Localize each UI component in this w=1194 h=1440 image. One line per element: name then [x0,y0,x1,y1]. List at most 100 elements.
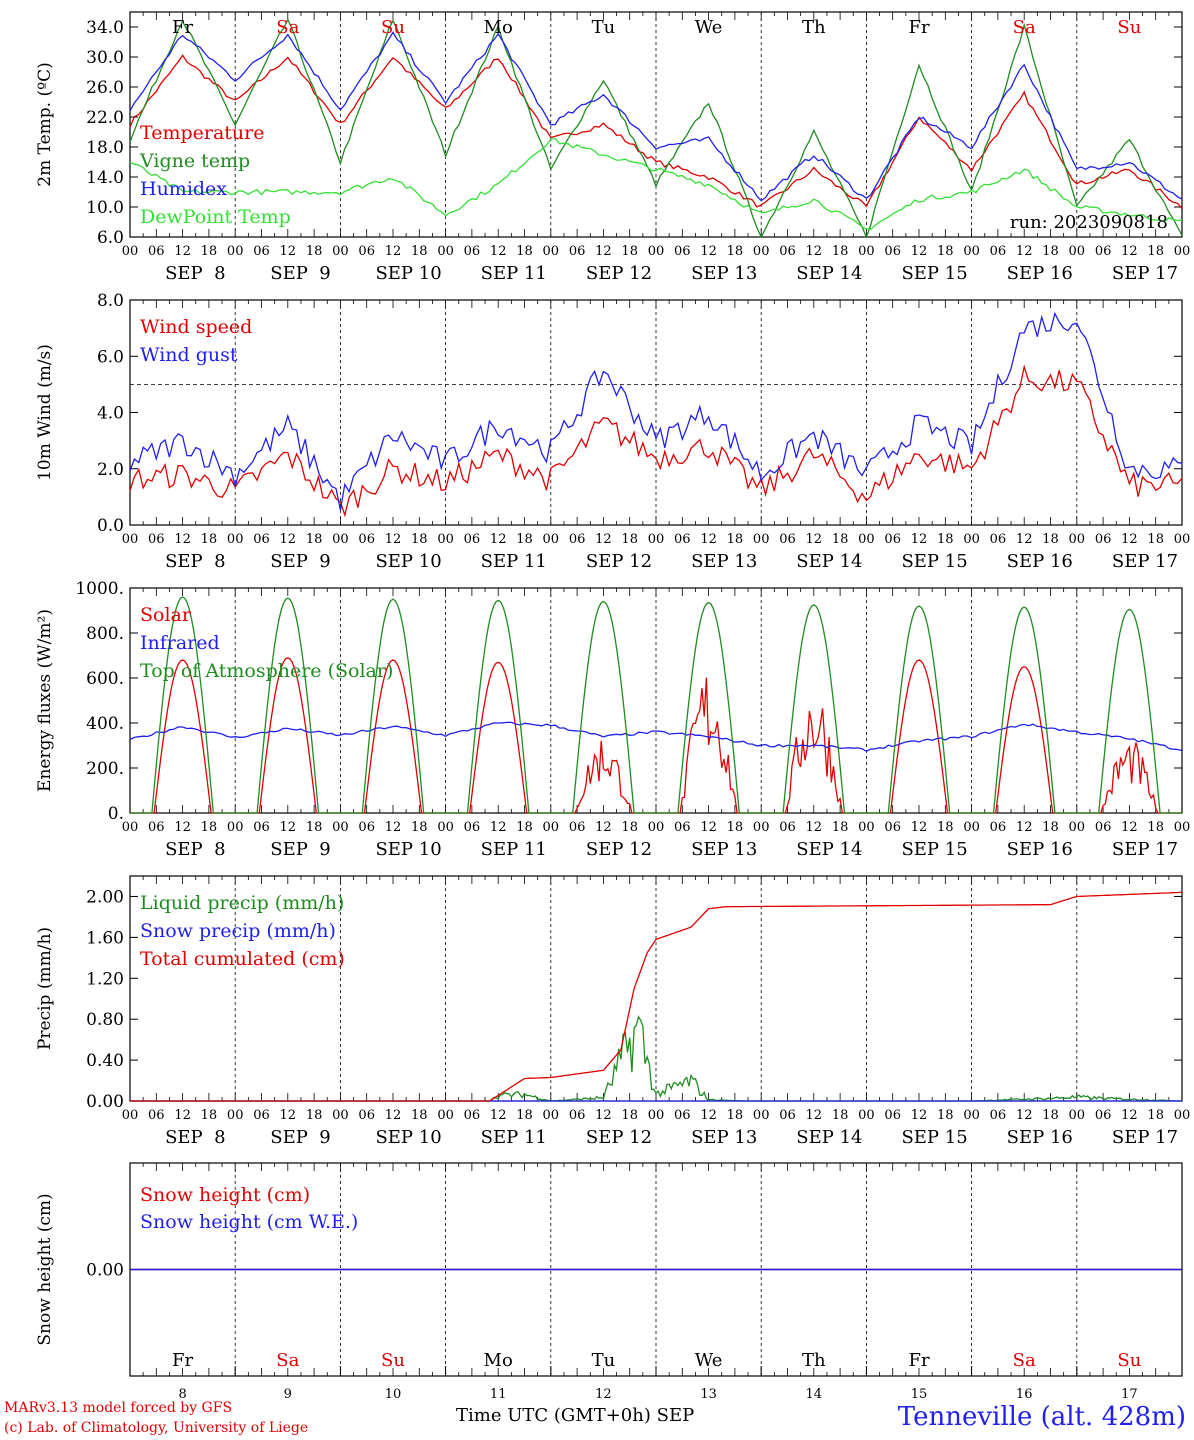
panel-frame [129,11,1183,238]
y-tick-label: 1.20 [86,969,124,989]
legend-entry: Snow height (cm) [140,1184,310,1206]
hour-tick-label: 12 [911,1108,928,1123]
legend-entry: Wind speed [140,316,252,338]
hour-tick-label: 00 [227,820,244,835]
hour-tick-label: 18 [516,532,533,547]
hour-tick-label: 06 [358,532,375,547]
hour-tick-label: 12 [1121,1108,1138,1123]
hour-tick-label: 18 [1042,1108,1059,1123]
date-label: SEP 9 [270,263,330,284]
hour-tick-label: 12 [911,532,928,547]
hour-tick-label: 18 [937,244,954,259]
weekday-bottom-label: Tu [592,1350,616,1371]
weekday-top-label: Sa [276,17,299,38]
hour-tick-label: 12 [595,532,612,547]
hour-tick-label: 18 [411,820,428,835]
hour-tick-label: 00 [858,532,875,547]
y-tick-label: 1000. [75,579,124,599]
date-label: SEP 16 [1007,839,1073,860]
hour-tick-label: 00 [332,244,349,259]
weekday-bottom-label: Sa [1013,1350,1036,1371]
legend-entry: Solar [140,604,192,626]
hour-tick-label: 00 [122,532,139,547]
series-line [129,54,1183,210]
y-tick-label: 22.0 [86,108,124,128]
station-name: Tenneville (alt. 428m) [897,1402,1186,1432]
y-tick-label: 0.00 [86,1092,124,1112]
hour-tick-label: 12 [700,532,717,547]
hour-tick-label: 00 [543,532,560,547]
y-axis-label: 2m Temp. (ºC) [35,62,55,187]
day-number-label: 11 [490,1387,507,1402]
weekday-bottom-label: Su [381,1350,405,1371]
panel-1 [129,11,1183,239]
hour-tick-label: 00 [1069,244,1086,259]
model-credit: MARv3.13 model forced by GFS [4,1400,233,1416]
panel-frame [129,587,1183,814]
date-label: SEP 15 [901,263,967,284]
hour-tick-label: 00 [437,244,454,259]
hour-tick-label: 12 [806,1108,823,1123]
hour-tick-label: 06 [674,244,691,259]
hour-tick-label: 00 [437,1108,454,1123]
hour-tick-label: 06 [1095,244,1112,259]
hour-tick-label: 12 [595,244,612,259]
hour-tick-label: 18 [832,244,849,259]
hour-tick-label: 12 [490,532,507,547]
y-tick-label: 10.0 [86,198,124,218]
weekday-top-label: Sa [1013,17,1036,38]
hour-tick-label: 12 [1016,532,1033,547]
y-tick-label: 6.0 [97,228,124,248]
weekday-top-label: We [695,17,723,38]
hour-tick-label: 12 [700,244,717,259]
date-label: SEP 16 [1007,263,1073,284]
hour-tick-label: 18 [1147,1108,1164,1123]
hour-tick-label: 18 [411,244,428,259]
date-label: SEP 10 [375,263,441,284]
hour-tick-label: 12 [174,532,191,547]
hour-tick-label: 06 [253,532,270,547]
y-tick-label: 14.0 [86,168,124,188]
day-number-label: 9 [284,1387,292,1402]
y-tick-label: 0. [108,804,124,824]
date-label: SEP 10 [375,551,441,572]
y-tick-label: 0.0 [97,516,124,536]
legend-entry: Liquid precip (mm/h) [140,892,344,914]
hour-tick-label: 12 [174,244,191,259]
hour-tick-label: 18 [516,244,533,259]
hour-tick-label: 06 [1095,820,1112,835]
hour-tick-label: 18 [1147,820,1164,835]
hour-tick-label: 12 [280,820,297,835]
hour-tick-label: 00 [753,820,770,835]
hour-tick-label: 00 [648,532,665,547]
date-label: SEP 9 [270,839,330,860]
hour-tick-label: 18 [306,1108,323,1123]
series-line [129,721,1183,753]
hour-tick-label: 18 [621,244,638,259]
legend-entry: Vigne temp [139,150,250,172]
y-tick-label: 34.0 [86,18,124,38]
weekday-bottom-label: Mo [484,1350,513,1371]
hour-tick-label: 18 [832,532,849,547]
hour-tick-label: 18 [937,1108,954,1123]
hour-tick-label: 00 [1174,244,1191,259]
hour-tick-label: 18 [516,1108,533,1123]
hour-tick-label: 12 [1016,1108,1033,1123]
hour-tick-label: 06 [253,244,270,259]
hour-tick-label: 18 [306,244,323,259]
hour-tick-label: 18 [201,1108,218,1123]
y-tick-label: 600. [86,669,124,689]
y-tick-label: 0.40 [86,1051,124,1071]
y-tick-label: 0.80 [86,1010,124,1030]
date-label: SEP 13 [691,839,757,860]
hour-tick-label: 18 [832,820,849,835]
hour-tick-label: 12 [806,820,823,835]
weekday-bottom-label: Fr [172,1350,193,1371]
hour-tick-label: 00 [963,820,980,835]
date-label: SEP 13 [691,1127,757,1148]
date-label: SEP 13 [691,551,757,572]
day-number-label: 15 [911,1387,928,1402]
hour-tick-label: 06 [148,1108,165,1123]
y-axis-label: 10m Wind (m/s) [35,344,55,481]
date-label: SEP 14 [796,551,862,572]
